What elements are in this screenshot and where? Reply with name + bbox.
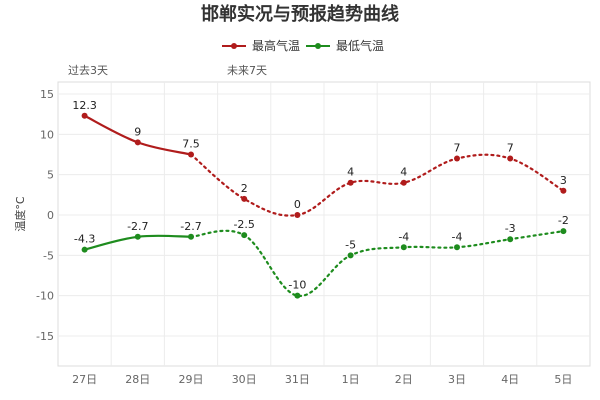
x-tick-label: 28日 <box>125 373 150 386</box>
data-point-max[interactable] <box>347 179 354 186</box>
data-label-max: 4 <box>347 166 354 179</box>
y-tick-label: 0 <box>47 209 54 222</box>
data-point-max[interactable] <box>134 139 141 146</box>
chart-title: 邯郸实况与预报趋势曲线 <box>201 3 399 25</box>
period-label-past: 过去3天 <box>68 64 108 77</box>
data-label-max: 4 <box>400 166 407 179</box>
data-label-min: -4 <box>398 230 409 243</box>
x-tick-label: 4日 <box>501 373 519 386</box>
legend[interactable]: 最高气温 最低气温 <box>222 38 384 53</box>
series-line-min-forecast <box>189 229 565 297</box>
data-label-min: -2.5 <box>233 218 254 231</box>
legend-label-max: 最高气温 <box>252 38 300 53</box>
y-tick-label: -5 <box>43 249 54 262</box>
x-tick-label: 2日 <box>395 373 413 386</box>
data-point-min[interactable] <box>241 232 248 239</box>
x-tick-label: 27日 <box>72 373 97 386</box>
series-max: 12.3 9 7.5 2 0 4 4 7 7 3 <box>72 99 567 218</box>
data-label-min: -4 <box>452 230 463 243</box>
x-tick-label: 1日 <box>342 373 360 386</box>
data-point-min[interactable] <box>81 246 88 253</box>
x-tick-label: 30日 <box>232 373 257 386</box>
legend-marker-max <box>231 43 237 49</box>
y-tick-label: 15 <box>40 88 54 101</box>
legend-item-max[interactable]: 最高气温 <box>222 38 300 53</box>
data-point-max[interactable] <box>188 151 194 158</box>
y-axis-label: 温度°C <box>13 196 27 231</box>
x-tick-label: 3日 <box>448 373 466 386</box>
data-point-max[interactable] <box>294 212 301 218</box>
data-point-min[interactable] <box>560 228 567 235</box>
data-point-max[interactable] <box>454 155 460 162</box>
data-label-max: 9 <box>134 125 141 138</box>
data-point-min[interactable] <box>347 252 354 259</box>
data-label-max: 2 <box>241 182 248 195</box>
data-label-max: 7 <box>454 142 461 155</box>
data-point-max[interactable] <box>560 187 567 194</box>
legend-marker-min <box>315 43 321 49</box>
data-point-max[interactable] <box>241 195 248 202</box>
x-tick-label: 31日 <box>285 373 310 386</box>
data-point-min[interactable] <box>507 236 514 243</box>
period-label-future: 未来7天 <box>227 64 267 77</box>
y-axis-ticks: 15 10 5 0 -5 -10 -15 <box>36 88 54 343</box>
series-min: -4.3 -2.7 -2.7 -2.5 -10 -5 -4 -4 -3 -2 <box>74 214 569 299</box>
x-tick-label: 29日 <box>179 373 204 386</box>
series-line-max-forecast <box>189 153 565 217</box>
data-label-min: -10 <box>288 279 306 292</box>
data-label-max: 0 <box>294 198 301 211</box>
data-label-max: 12.3 <box>72 99 97 112</box>
data-label-min: -2 <box>558 214 569 227</box>
legend-item-min[interactable]: 最低气温 <box>306 38 384 53</box>
data-label-min: -2.7 <box>180 220 201 233</box>
data-point-max[interactable] <box>400 179 407 186</box>
data-point-max[interactable] <box>81 112 88 119</box>
data-point-min[interactable] <box>294 292 301 299</box>
y-tick-label: -10 <box>36 290 54 303</box>
data-label-max: 3 <box>560 174 567 187</box>
data-point-max[interactable] <box>507 155 514 162</box>
y-tick-label: 5 <box>47 169 54 182</box>
data-point-min[interactable] <box>454 244 460 251</box>
data-label-min: -4.3 <box>74 233 95 246</box>
x-tick-label: 5日 <box>554 373 572 386</box>
data-label-max: 7 <box>507 142 514 155</box>
data-label-max: 7.5 <box>182 138 200 151</box>
y-tick-label: 10 <box>40 128 54 141</box>
x-axis-ticks: 27日 28日 29日 30日 31日 1日 2日 3日 4日 5日 <box>72 373 572 386</box>
data-point-min[interactable] <box>188 233 194 240</box>
y-tick-label: -15 <box>36 330 54 343</box>
data-point-min[interactable] <box>400 244 407 251</box>
data-point-min[interactable] <box>134 233 141 240</box>
data-label-min: -2.7 <box>127 220 148 233</box>
data-label-min: -3 <box>505 222 516 235</box>
data-label-min: -5 <box>345 238 356 251</box>
grid <box>57 81 591 367</box>
legend-label-min: 最低气温 <box>336 38 384 53</box>
